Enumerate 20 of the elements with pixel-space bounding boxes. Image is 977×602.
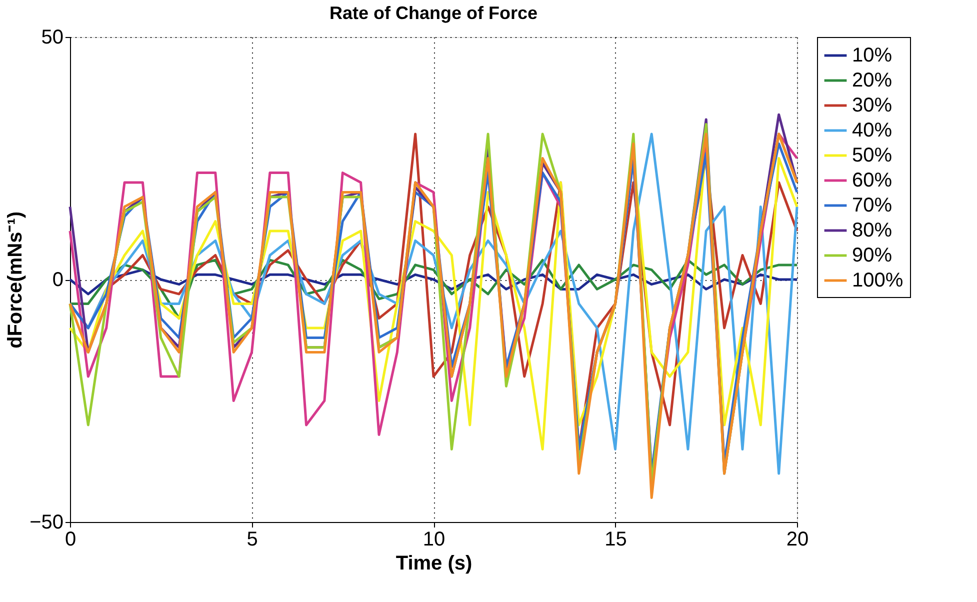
chart-title: Rate of Change of Force	[329, 3, 538, 23]
x-tick-label: 5	[246, 528, 258, 550]
legend-label: 40%	[852, 120, 892, 142]
y-tick-label: 0	[52, 269, 64, 291]
legend-label: 100%	[852, 270, 904, 292]
legend-label: 30%	[852, 94, 892, 116]
y-tick-label: −50	[30, 512, 64, 534]
y-axis-title: dForce(mNs⁻¹)	[4, 211, 27, 349]
x-axis-title: Time (s)	[396, 552, 472, 574]
legend-label: 10%	[852, 44, 892, 66]
x-tick-label: 10	[422, 528, 446, 550]
x-tick-label: 20	[786, 528, 809, 550]
y-tick-label: 50	[41, 26, 64, 48]
legend-label: 80%	[852, 220, 892, 242]
legend-label: 70%	[852, 194, 892, 216]
legend-label: 20%	[852, 70, 892, 92]
legend-label: 60%	[852, 170, 892, 192]
x-tick-label: 15	[604, 528, 627, 550]
legend-label: 90%	[852, 244, 892, 266]
legend-label: 50%	[852, 144, 892, 166]
